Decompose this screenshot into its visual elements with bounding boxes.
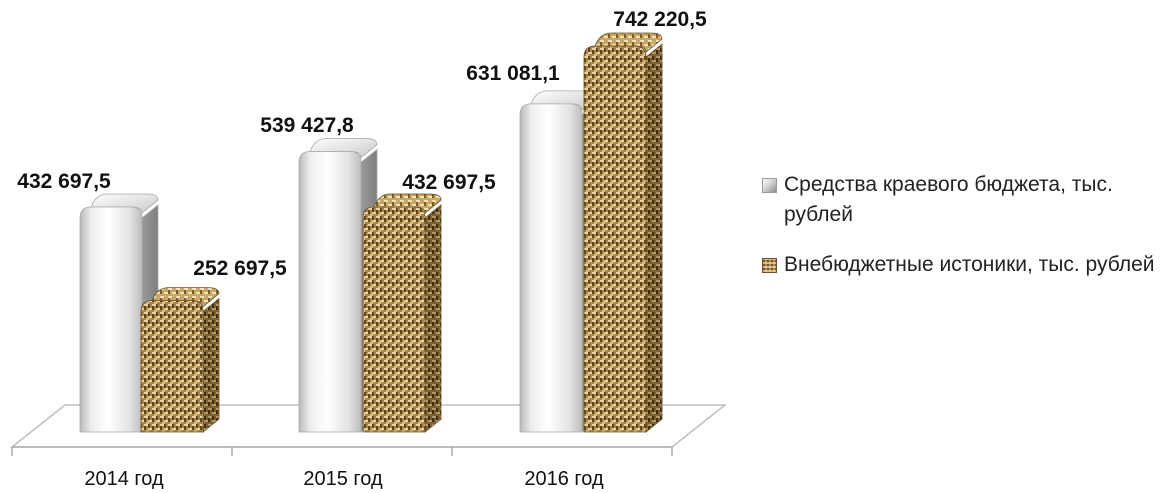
x-tick-label-2014: 2014 год [84, 468, 164, 490]
bar-top [373, 193, 442, 214]
bar-top [151, 287, 220, 308]
legend-label-regional-budget: Средства краевого бюджета, тыс. рублей [784, 173, 1113, 226]
bar-extrabudgetary-2 [362, 193, 442, 433]
data-label-s0-2015: 539 427,8 [260, 114, 354, 137]
bars [79, 32, 663, 433]
bar-top [90, 193, 159, 214]
bar-extrabudgetary-3 [583, 32, 663, 433]
legend-item-regional-budget[interactable]: Средства краевого бюджета, тыс. рублей [760, 170, 1160, 230]
x-tick-label-2015: 2015 год [303, 468, 383, 490]
data-label-s1-2014: 252 697,5 [193, 257, 287, 280]
bar-front [362, 206, 426, 433]
bar-side [202, 297, 220, 433]
data-label-s0-2016: 631 081,1 [466, 62, 560, 85]
bar-front [298, 151, 362, 433]
x-tick-label-2016: 2016 год [524, 468, 604, 490]
bar-front [519, 103, 583, 433]
legend: Средства краевого бюджета, тыс. рублей В… [760, 170, 1160, 300]
bar-side [645, 43, 663, 433]
legend-item-extrabudgetary[interactable]: Внебюджетные истоники, тыс. рублей [760, 250, 1160, 280]
bar-side [424, 204, 442, 433]
data-label-s0-2014: 432 697,5 [17, 170, 111, 193]
bar-extrabudgetary-1 [140, 287, 220, 433]
x-axis-ticks [11, 447, 673, 456]
bar-front [583, 45, 647, 433]
legend-label-extrabudgetary: Внебюджетные истоники, тыс. рублей [784, 253, 1155, 276]
bar-front [140, 300, 204, 433]
data-label-s1-2015: 432 697,5 [402, 171, 496, 194]
bar-top [594, 32, 663, 53]
bar-top [309, 138, 378, 159]
legend-swatch-burlap [762, 258, 777, 273]
bar-front [79, 206, 143, 433]
legend-swatch-grey [762, 178, 777, 193]
data-label-s1-2016: 742 220,5 [613, 8, 707, 31]
